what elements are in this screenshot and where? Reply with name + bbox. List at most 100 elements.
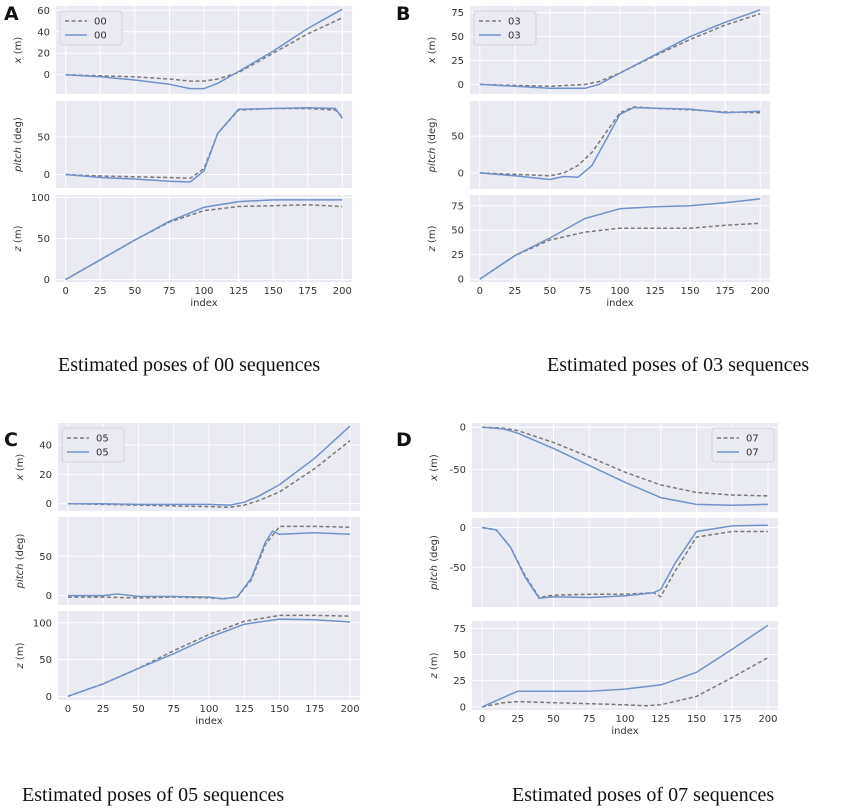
subplot-z: 0 50 100 z (m) 0 25 50 75 100 125 150 175 200 index [15, 611, 360, 727]
subplot-pitch: 0 -50 pitch (deg) [429, 518, 778, 607]
y-axis-label-var: pitch [13, 147, 24, 173]
y-axis-label: z (m) [13, 225, 24, 252]
x-tick-label: 175 [723, 714, 742, 725]
x-tick-label: 200 [341, 704, 360, 715]
legend-box [61, 427, 125, 463]
series-line-03-dashed [479, 106, 761, 177]
caption-panel-d: Estimated poses of 07 sequences [512, 784, 775, 806]
y-axis-label-var: z [15, 662, 26, 669]
y-tick-label: 0 [458, 275, 464, 286]
x-tick-label: 175 [716, 286, 735, 297]
panel-letter: C [4, 429, 18, 451]
y-tick-label: 25 [453, 676, 466, 687]
y-tick-label: 75 [451, 8, 464, 19]
x-tick-label: 125 [235, 704, 254, 715]
y-axis-label: pitch (deg) [429, 535, 440, 591]
caption-panel-b: Estimated poses of 03 sequences [547, 354, 810, 376]
series-line-05-solid [67, 530, 351, 600]
x-tick-label: 100 [610, 286, 629, 297]
x-tick-label: 75 [583, 714, 596, 725]
legend-label: 03 [508, 17, 521, 28]
y-axis-label-var: pitch [427, 147, 438, 173]
y-tick-label: 50 [37, 234, 50, 245]
series-line-07-solid [481, 426, 769, 506]
x-tick-label: 150 [681, 286, 700, 297]
y-axis-label: pitch (deg) [13, 117, 24, 173]
panel-letter: D [396, 429, 412, 451]
series-line-00-dashed [65, 17, 343, 82]
x-axis-label: index [611, 726, 638, 737]
x-tick-label: 50 [547, 714, 560, 725]
y-tick-label: 25 [451, 250, 464, 261]
x-tick-label: 100 [194, 286, 213, 297]
x-tick-label: 200 [333, 286, 352, 297]
y-axis-label: z (m) [427, 225, 438, 252]
y-tick-label: 40 [37, 27, 50, 38]
caption-panel-c: Estimated poses of 05 sequences [22, 784, 285, 806]
y-tick-label: 50 [451, 226, 464, 237]
y-axis-label: z (m) [429, 652, 440, 679]
legend-label: 07 [746, 448, 759, 459]
y-tick-label: 20 [39, 470, 52, 481]
y-tick-label: 50 [453, 650, 466, 661]
x-axis-label: index [195, 716, 222, 727]
y-axis-label-var: x [427, 57, 438, 64]
y-axis-label-unit: (m) [13, 37, 24, 58]
legend-label: 05 [96, 448, 109, 459]
y-tick-label: 60 [37, 6, 50, 17]
y-axis-label-var: x [13, 57, 24, 64]
y-axis-label-var: x [429, 475, 440, 482]
series-line-07-dashed [481, 656, 769, 708]
y-axis-label-unit: (m) [429, 652, 440, 673]
x-tick-label: 25 [97, 704, 110, 715]
series-line-00-solid [65, 8, 343, 90]
series-line-03-solid [479, 9, 761, 90]
x-tick-label: 200 [751, 286, 770, 297]
x-tick-label: 125 [651, 714, 670, 725]
y-axis-label-unit: (m) [427, 225, 438, 246]
y-axis-label-var: x [15, 474, 26, 481]
legend-label: 00 [94, 17, 107, 28]
y-tick-label: 100 [33, 618, 52, 629]
y-axis-label-unit: (m) [13, 225, 24, 246]
x-tick-label: 0 [62, 286, 68, 297]
y-axis-label: pitch (deg) [427, 118, 438, 174]
x-tick-label: 125 [229, 286, 248, 297]
y-tick-label: 0 [460, 523, 466, 534]
y-axis-label-unit: (deg) [15, 534, 26, 564]
x-tick-label: 25 [94, 286, 107, 297]
y-axis-label-var: z [427, 245, 438, 252]
legend-box [59, 10, 123, 46]
panel-letter: B [396, 3, 410, 25]
y-tick-label: 0 [46, 591, 52, 602]
legend-label: 03 [508, 31, 521, 42]
x-tick-label: 200 [758, 714, 777, 725]
legend-box [473, 10, 537, 46]
series-line-00-solid [65, 107, 343, 183]
y-tick-label: 0 [460, 702, 466, 713]
y-tick-label: -50 [450, 563, 466, 574]
y-tick-label: 0 [44, 170, 50, 181]
series-line-03-solid [479, 198, 761, 280]
x-tick-label: 150 [270, 704, 289, 715]
x-tick-label: 25 [508, 286, 521, 297]
x-tick-label: 150 [264, 286, 283, 297]
x-tick-label: 0 [65, 704, 71, 715]
series-line-07-solid [481, 524, 769, 600]
legend-label: 07 [746, 434, 759, 445]
panel-letter: A [4, 3, 19, 25]
y-axis-label: x (m) [427, 37, 438, 65]
y-tick-label: 0 [458, 168, 464, 179]
subplot-z: 0 50 100 z (m) 0 25 50 75 100 125 150 175 200 index [13, 193, 352, 309]
